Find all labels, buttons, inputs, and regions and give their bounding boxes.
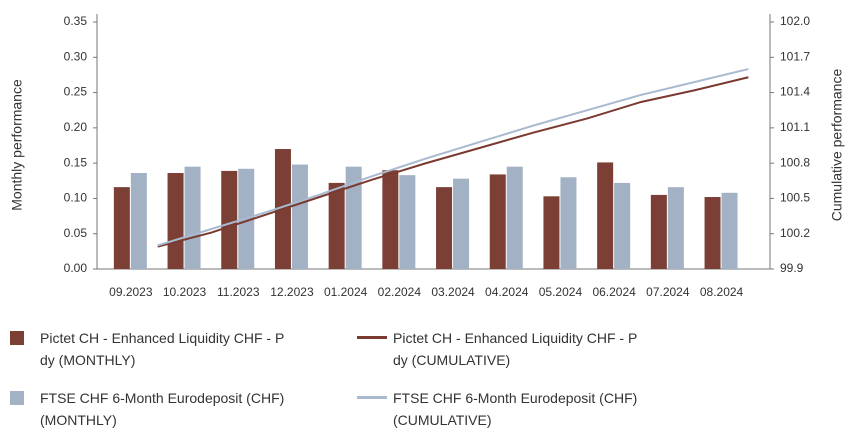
legend-label: Pictet CH - Enhanced Liquidity CHF - P d… — [393, 330, 638, 368]
bar — [506, 166, 523, 269]
x-tick-label: 02.2024 — [378, 285, 422, 299]
bar — [489, 174, 506, 269]
x-tick-label: 12.2023 — [270, 285, 314, 299]
x-tick-label: 05.2024 — [539, 285, 583, 299]
y2-tick-label: 102.0 — [780, 14, 810, 28]
x-tick-label: 10.2023 — [163, 285, 207, 299]
y2-tick-label: 101.7 — [780, 49, 810, 63]
x-tick-label: 03.2024 — [431, 285, 475, 299]
bar — [560, 177, 577, 269]
x-tick-label: 11.2023 — [217, 285, 260, 299]
x-tick-label: 08.2024 — [700, 285, 744, 299]
line — [157, 68, 749, 247]
legend-swatch — [357, 396, 387, 399]
bar — [597, 162, 614, 269]
line — [157, 76, 749, 248]
y-axis-label: Monthly performance — [9, 79, 25, 211]
y2-tick-label: 100.2 — [780, 226, 810, 240]
y-tick-label: 0.20 — [64, 120, 88, 134]
y2-tick-label: 99.9 — [780, 261, 804, 275]
x-tick-label: 09.2023 — [109, 285, 153, 299]
y2-tick-label: 100.8 — [780, 155, 810, 169]
y-tick-label: 0.10 — [64, 191, 88, 205]
legend-label: Pictet CH - Enhanced Liquidity CHF - P d… — [40, 330, 285, 368]
bar — [399, 175, 416, 269]
bar — [436, 187, 453, 269]
x-tick-label: 04.2024 — [485, 285, 529, 299]
chart: Monthly performance Cumulative performan… — [9, 14, 845, 299]
y2-tick-label: 101.4 — [780, 85, 810, 99]
y2-axis-label: Cumulative performance — [829, 69, 845, 222]
bar — [667, 187, 684, 269]
bar — [704, 197, 721, 269]
bar — [721, 192, 738, 269]
bar — [130, 173, 147, 269]
bar — [543, 196, 560, 269]
y-tick-label: 0.25 — [64, 85, 88, 99]
y-tick-label: 0.05 — [64, 226, 88, 240]
bar — [650, 194, 667, 269]
bar — [184, 166, 201, 269]
y-tick-label: 0.35 — [64, 14, 88, 28]
legend-swatch — [10, 391, 24, 405]
bar — [382, 170, 399, 269]
bar — [291, 164, 308, 269]
x-tick-label: 07.2024 — [646, 285, 690, 299]
bar — [221, 170, 238, 269]
legend-swatch — [357, 336, 387, 339]
bar — [167, 173, 184, 269]
legend-label: FTSE CHF 6-Month Eurodeposit (CHF) (MONT… — [40, 390, 285, 428]
y2-tick-label: 101.1 — [780, 120, 810, 134]
legend-label: FTSE CHF 6-Month Eurodeposit (CHF) (CUMU… — [393, 390, 638, 428]
legend-swatch — [10, 331, 24, 345]
bar — [453, 178, 470, 269]
bar — [614, 182, 631, 269]
y2-tick-label: 100.5 — [780, 191, 810, 205]
y-tick-label: 0.00 — [64, 261, 88, 275]
bar — [113, 187, 130, 269]
x-tick-label: 06.2024 — [592, 285, 636, 299]
y-tick-label: 0.30 — [64, 49, 88, 63]
y-tick-label: 0.15 — [64, 155, 88, 169]
bar — [345, 166, 362, 269]
bar — [328, 182, 345, 269]
x-tick-label: 01.2024 — [324, 285, 368, 299]
